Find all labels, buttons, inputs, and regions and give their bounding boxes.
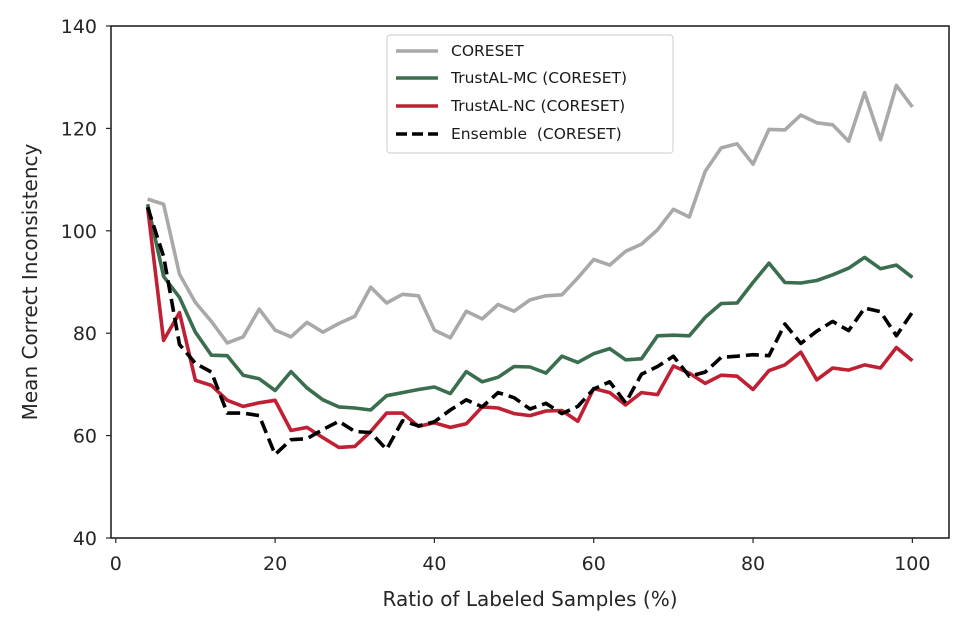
y-tick-label: 80 bbox=[73, 323, 97, 345]
x-axis-label: Ratio of Labeled Samples (%) bbox=[382, 587, 677, 611]
ticks-layer: 0 20 40 60 80 100 40 60 80 100 120 140 bbox=[61, 16, 931, 575]
x-tick-label: 80 bbox=[741, 553, 765, 575]
x-tick-label: 100 bbox=[894, 553, 930, 575]
legend-frame bbox=[386, 34, 674, 154]
series-line-coreset bbox=[147, 83, 914, 345]
y-tick-label: 60 bbox=[73, 426, 97, 448]
legend-entry-trustal-nc: TrustAL-NC (CORESET) bbox=[396, 97, 625, 115]
legend-entry-trustal-mc: TrustAL-MC (CORESET) bbox=[396, 69, 627, 87]
legend-label-coreset: CORESET bbox=[451, 42, 524, 60]
x-tick-label: 20 bbox=[263, 553, 287, 575]
legend-label-ensemble: Ensemble (CORESET) bbox=[451, 125, 622, 143]
y-tick-label: 120 bbox=[61, 118, 97, 140]
series-line-trustal-mc-coreset bbox=[145, 203, 914, 412]
plot-frame bbox=[110, 25, 950, 539]
y-tick-label: 100 bbox=[61, 221, 97, 243]
series-layer bbox=[145, 83, 914, 457]
legend-label-trustal-mc: TrustAL-MC (CORESET) bbox=[450, 69, 627, 87]
legend: CORESET TrustAL-MC (CORESET) TrustAL-NC … bbox=[386, 34, 674, 154]
x-tick-label: 40 bbox=[422, 553, 446, 575]
legend-entry-coreset: CORESET bbox=[396, 42, 524, 60]
legend-label-trustal-nc: TrustAL-NC (CORESET) bbox=[450, 97, 625, 115]
y-tick-label: 40 bbox=[73, 528, 97, 550]
x-tick-label: 0 bbox=[110, 553, 122, 575]
y-axis-label: Mean Correct Inconsistency bbox=[18, 143, 42, 420]
series-line-ensemble-coreset bbox=[145, 206, 914, 457]
legend-entry-ensemble: Ensemble (CORESET) bbox=[396, 125, 622, 143]
series-line-trustal-nc-coreset bbox=[145, 206, 914, 450]
y-tick-label: 140 bbox=[61, 16, 97, 38]
x-tick-label: 60 bbox=[582, 553, 606, 575]
